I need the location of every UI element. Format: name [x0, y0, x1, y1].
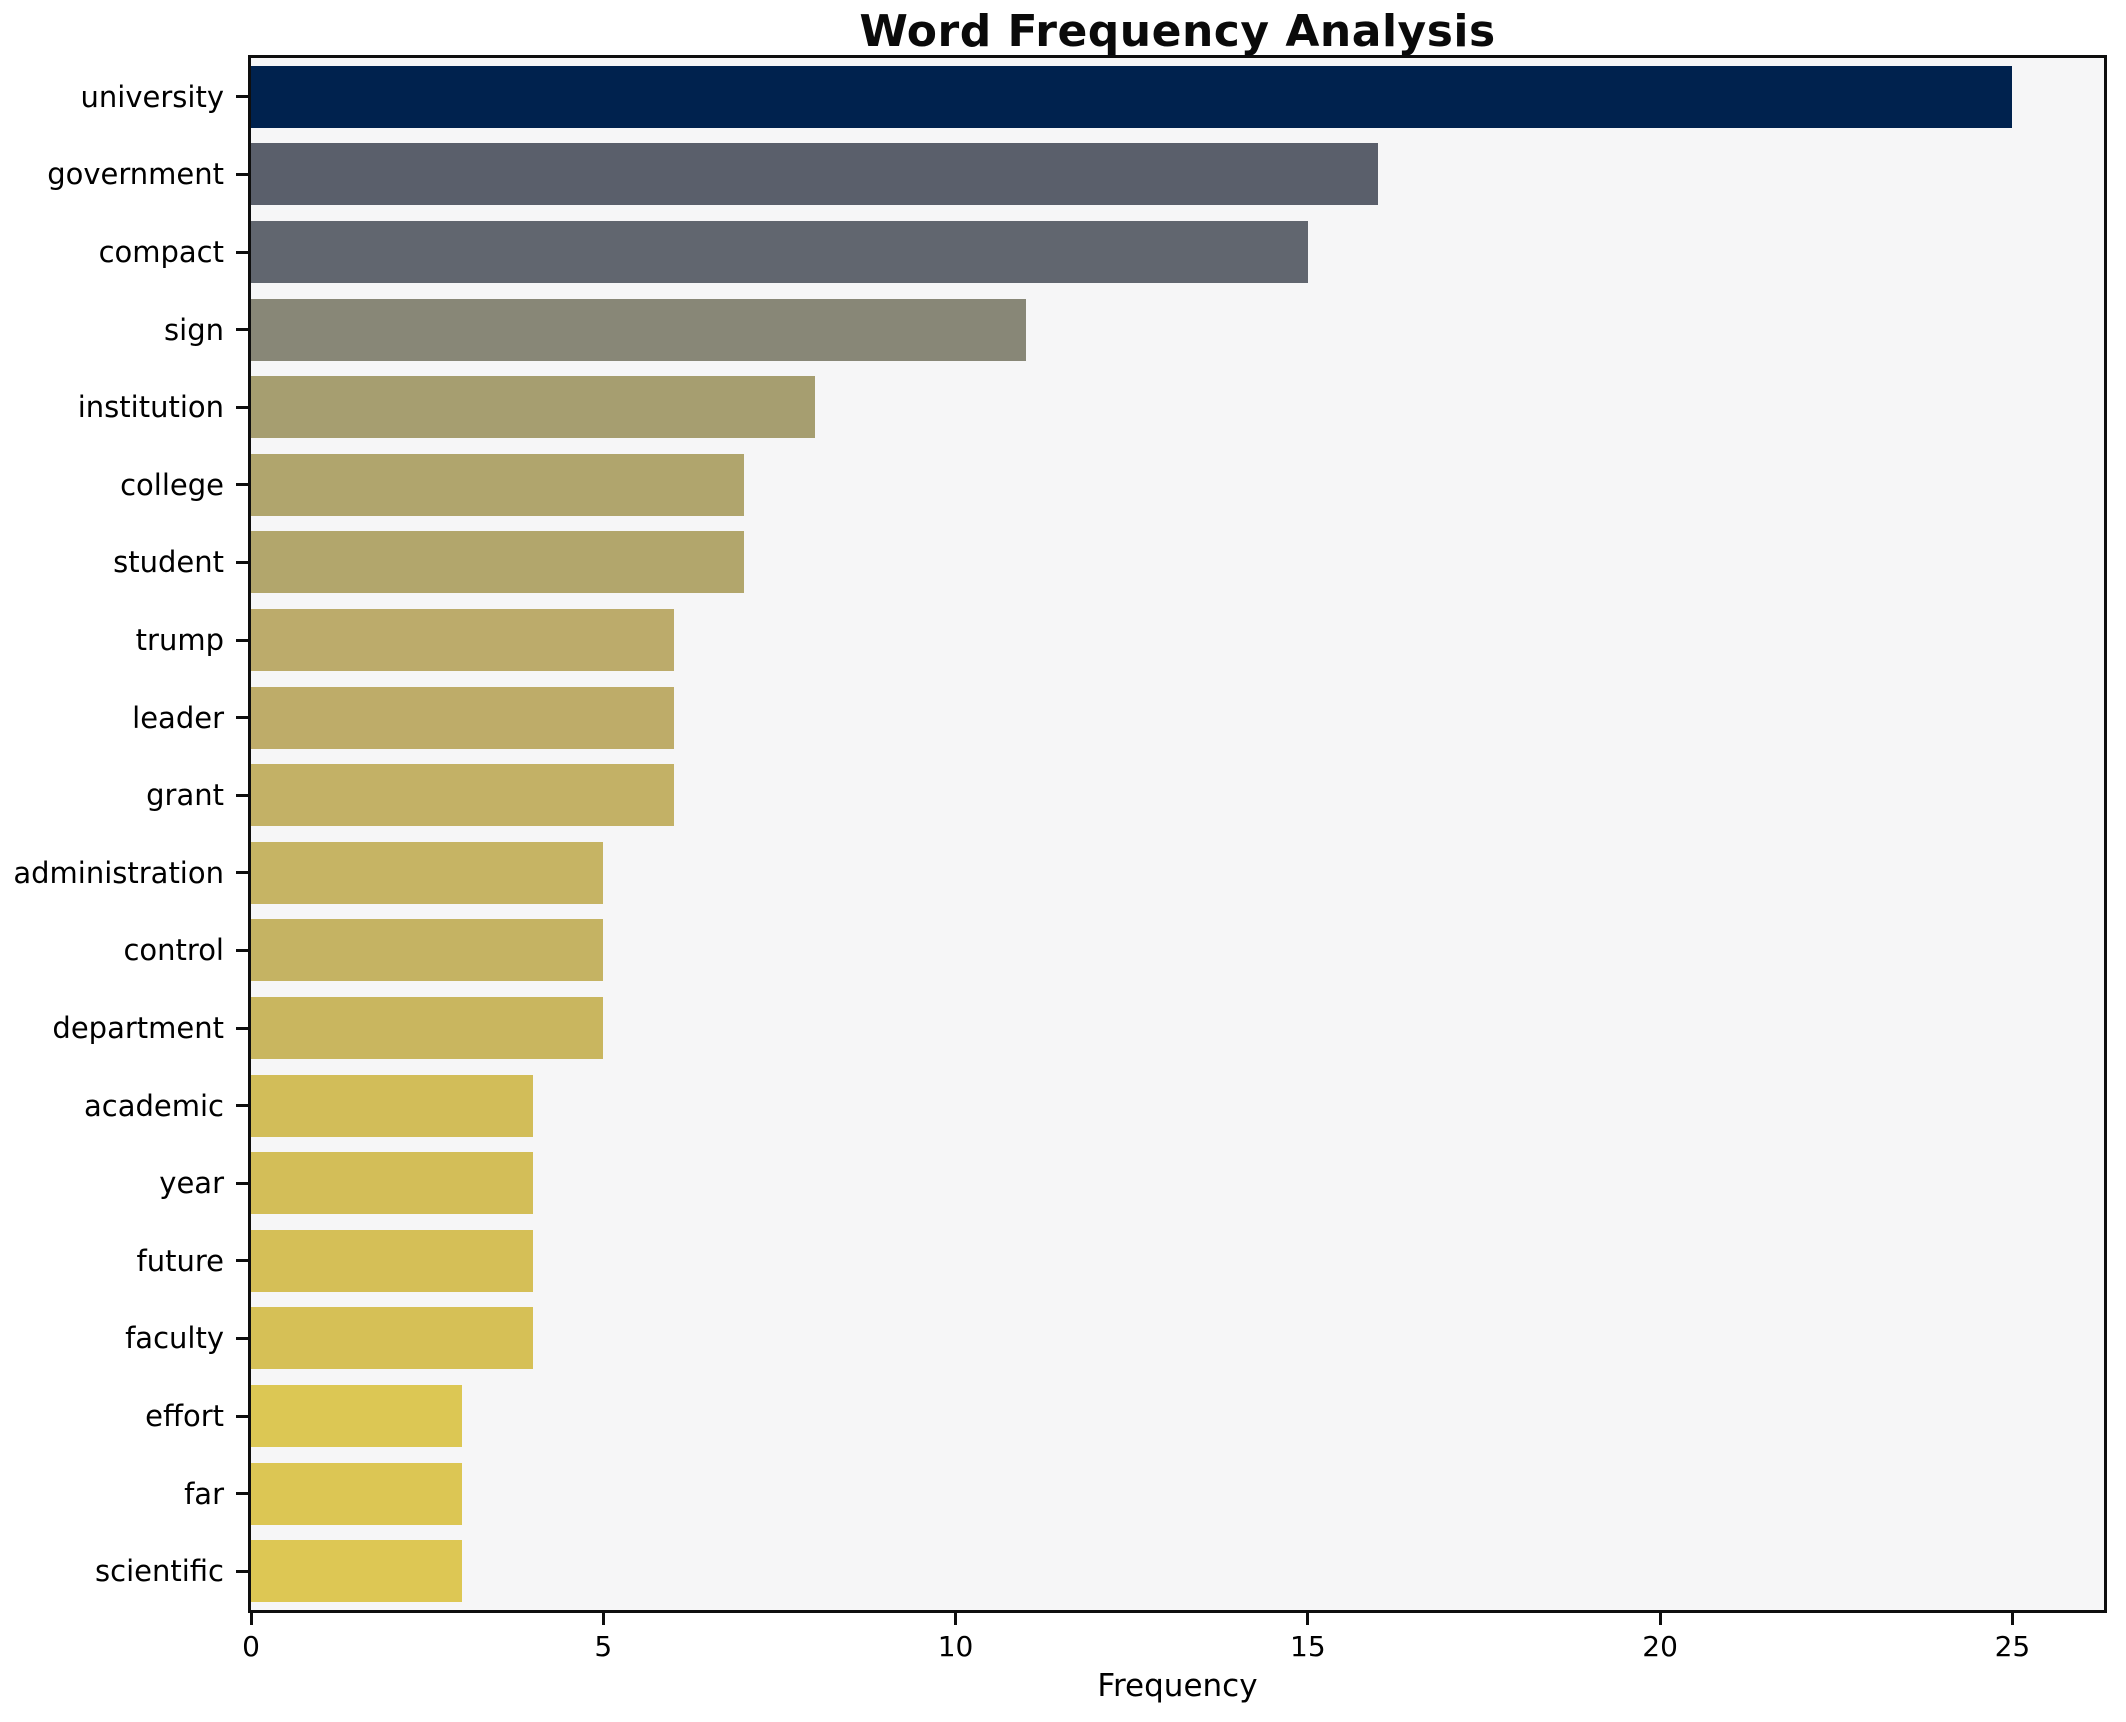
y-tick-label-student: student	[113, 545, 224, 580]
y-tick-label-university: university	[80, 79, 224, 114]
y-tick-mark	[236, 793, 248, 797]
x-tick-mark	[2010, 1613, 2014, 1625]
bar-compact	[251, 221, 1308, 283]
y-tick-mark	[236, 483, 248, 487]
plot-area	[248, 55, 2107, 1613]
x-tick-mark	[249, 1613, 253, 1625]
bar-effort	[251, 1385, 463, 1447]
y-tick-label-department: department	[52, 1011, 224, 1045]
y-tick-label-control: control	[123, 933, 224, 968]
y-tick-label-grant: grant	[146, 778, 224, 813]
y-tick-mark	[236, 1492, 248, 1496]
y-tick-mark	[236, 328, 248, 332]
y-tick-label-effort: effort	[145, 1399, 224, 1433]
y-tick-mark	[236, 948, 248, 952]
y-tick-mark	[236, 1336, 248, 1340]
bar-far	[251, 1462, 463, 1525]
y-tick-mark	[236, 95, 248, 99]
x-tick-mark	[1658, 1613, 1662, 1625]
y-tick-mark	[236, 560, 248, 564]
y-tick-mark	[236, 638, 248, 642]
bar-faculty	[251, 1307, 533, 1370]
y-tick-mark	[236, 405, 248, 409]
x-tick-label-20: 20	[1642, 1630, 1678, 1663]
y-tick-mark	[236, 1181, 248, 1185]
y-tick-label-sign: sign	[164, 312, 224, 347]
bar-university	[251, 65, 2013, 128]
x-tick-mark	[1306, 1613, 1310, 1625]
x-tick-label-15: 15	[1290, 1630, 1326, 1663]
y-tick-label-far: far	[184, 1476, 224, 1511]
y-tick-mark	[236, 1414, 248, 1418]
bar-trump	[251, 609, 674, 671]
y-tick-label-academic: academic	[84, 1088, 224, 1123]
bar-institution	[251, 376, 815, 439]
bar-control	[251, 919, 604, 982]
bar-leader	[251, 686, 674, 749]
bar-future	[251, 1229, 533, 1292]
bar-college	[251, 453, 745, 516]
y-tick-mark	[236, 871, 248, 875]
y-tick-label-trump: trump	[135, 623, 224, 657]
bar-sign	[251, 298, 1027, 361]
bar-year	[251, 1152, 533, 1215]
y-tick-label-scientific: scientific	[95, 1554, 224, 1589]
x-axis-title: Frequency	[1097, 1668, 1258, 1704]
bar-administration	[251, 841, 604, 904]
x-tick-label-25: 25	[1994, 1630, 2031, 1663]
bar-student	[251, 531, 745, 594]
y-tick-label-institution: institution	[77, 390, 224, 425]
y-tick-label-leader: leader	[132, 700, 224, 735]
bar-academic	[251, 1074, 533, 1137]
bar-department	[251, 997, 604, 1059]
chart-title: Word Frequency Analysis	[859, 6, 1496, 57]
y-tick-mark	[236, 1026, 248, 1030]
y-tick-mark	[236, 1104, 248, 1108]
y-tick-label-year: year	[159, 1166, 224, 1201]
y-tick-mark	[236, 716, 248, 720]
x-tick-mark	[601, 1613, 605, 1625]
x-tick-label-0: 0	[242, 1630, 260, 1663]
y-tick-mark	[236, 250, 248, 254]
y-tick-mark	[236, 172, 248, 176]
bar-grant	[251, 764, 674, 827]
bar-government	[251, 143, 1379, 206]
y-tick-label-college: college	[120, 467, 224, 502]
y-tick-label-future: future	[136, 1243, 224, 1278]
y-tick-label-faculty: faculty	[125, 1321, 224, 1356]
y-tick-mark	[236, 1259, 248, 1263]
y-tick-label-compact: compact	[98, 235, 224, 269]
x-tick-label-10: 10	[937, 1630, 974, 1663]
y-tick-mark	[236, 1569, 248, 1573]
bar-scientific	[251, 1540, 463, 1603]
x-tick-mark	[954, 1613, 958, 1625]
y-tick-label-administration: administration	[13, 855, 224, 890]
y-tick-label-government: government	[47, 157, 224, 192]
x-tick-label-5: 5	[594, 1630, 613, 1663]
